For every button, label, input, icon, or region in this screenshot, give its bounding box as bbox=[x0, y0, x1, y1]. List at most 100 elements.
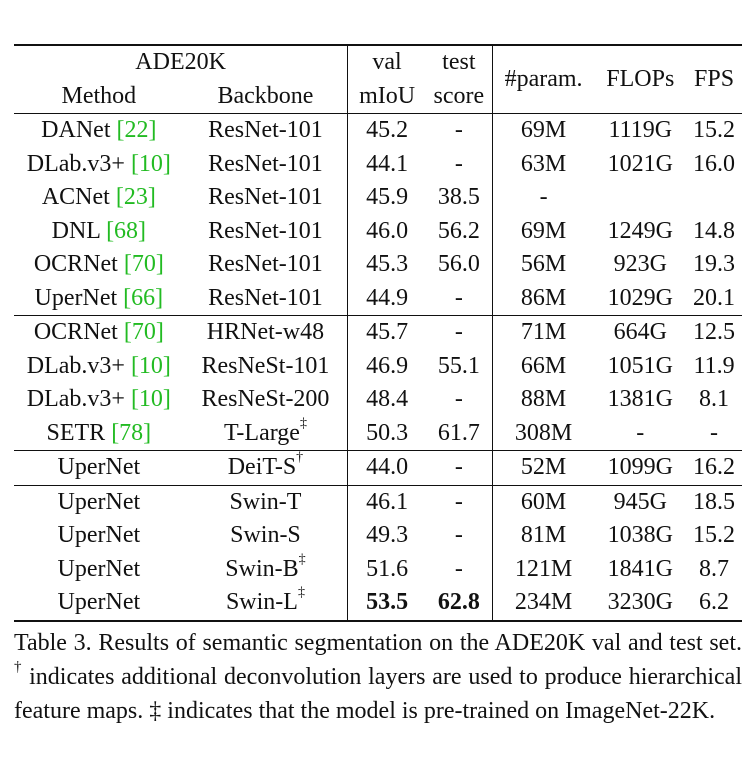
dataset-header: ADE20K bbox=[14, 44, 348, 80]
val-miou-cell: 49.3 bbox=[347, 519, 426, 553]
citation-link[interactable]: [23] bbox=[115, 184, 156, 210]
table-row: UperNet [66] ResNet-101 44.9 - 86M 1029G 20.1 bbox=[14, 281, 742, 316]
method-cell: ACNet [23] bbox=[14, 181, 184, 215]
method-name: UperNet bbox=[57, 488, 141, 515]
val-miou-cell: 45.9 bbox=[347, 181, 426, 215]
footnote-mark: ‡ bbox=[299, 415, 307, 431]
table-row: DNL [68] ResNet-101 46.0 56.2 69M 1249G 14.8 bbox=[14, 214, 742, 249]
test-score-cell: - bbox=[454, 386, 463, 412]
val-header-top: val bbox=[347, 44, 426, 80]
backbone-header: Backbone bbox=[217, 82, 314, 109]
backbone-name: ResNeSt-200 bbox=[201, 386, 330, 412]
backbone-cell: ResNet-101 bbox=[184, 215, 348, 249]
backbone-cell: ResNet-101 bbox=[184, 148, 348, 182]
params-cell: 66M bbox=[491, 349, 595, 383]
method-cell: UperNet bbox=[14, 450, 184, 485]
fps-cell: 15.2 bbox=[693, 522, 736, 548]
table-row: ACNet [23] ResNet-101 45.9 38.5- bbox=[14, 181, 742, 215]
backbone-name: ResNet-101 bbox=[208, 217, 323, 244]
val-miou-cell: 44.9 bbox=[347, 281, 426, 316]
fps-cell: 16.0 bbox=[693, 150, 736, 177]
params-cell: 71M bbox=[491, 315, 595, 350]
flops-cell: 1249G bbox=[607, 217, 673, 244]
citation-link[interactable]: [10] bbox=[130, 150, 171, 177]
backbone-cell: ResNet-101 bbox=[184, 282, 348, 316]
method-name: DANet bbox=[41, 117, 117, 143]
val-miou-cell: 46.1 bbox=[347, 484, 426, 519]
flops-cell: 1038G bbox=[607, 522, 673, 548]
test-score-cell: 62.8 bbox=[425, 586, 493, 622]
fps-header: FPS bbox=[686, 44, 742, 114]
backbone-cell: ResNeSt-101 bbox=[184, 350, 348, 384]
params-cell: 69M bbox=[491, 214, 595, 248]
citation-link[interactable]: [68] bbox=[106, 217, 147, 244]
backbone-name: ResNeSt-101 bbox=[201, 352, 330, 379]
backbone-name: ResNet-101 bbox=[208, 117, 323, 143]
flops-cell: 1029G bbox=[607, 284, 673, 311]
table-row: UperNet Swin-T 46.1-60M 945G 18.5 bbox=[14, 484, 742, 519]
fps-cell bbox=[686, 181, 742, 215]
backbone-name: Swin-L bbox=[225, 589, 298, 615]
citation-link[interactable]: [70] bbox=[123, 319, 164, 345]
test-score-cell: - bbox=[454, 150, 463, 177]
method-name: UperNet bbox=[57, 589, 141, 615]
header-row-1: ADE20K val test #param. FLOPs FPS bbox=[14, 44, 742, 114]
method-cell: DLab.v3+ [10] bbox=[14, 148, 184, 182]
footnote-mark: † bbox=[296, 450, 304, 465]
backbone-cell: Swin-T bbox=[183, 484, 348, 519]
citation-link[interactable]: [70] bbox=[123, 251, 164, 277]
table-body: DANet [22] ResNet-101 45.2-69M 1119G 15.2 DLa… bbox=[14, 113, 742, 622]
method-name: DLab.v3+ bbox=[26, 352, 131, 379]
table-row: DANet [22] ResNet-101 45.2-69M 1119G 15.2 bbox=[14, 113, 742, 148]
params-cell: 121M bbox=[491, 552, 595, 586]
fps-cell: 6.2 bbox=[686, 586, 742, 622]
test-score-cell: - bbox=[425, 484, 493, 519]
backbone-name: Swin-S bbox=[230, 522, 301, 548]
results-table-container: ADE20K val test #param. FLOPs FPS Method… bbox=[14, 44, 742, 622]
backbone-name: ResNet-101 bbox=[208, 184, 323, 210]
flops-cell: 1381G bbox=[607, 386, 673, 412]
fps-cell: 18.5 bbox=[686, 484, 742, 519]
test-score-cell: - bbox=[425, 450, 493, 485]
caption-part1: Table 3. Results of semantic segmentatio… bbox=[14, 630, 742, 656]
flops-cell: 1119G bbox=[594, 113, 687, 148]
citation-link[interactable]: [10] bbox=[130, 352, 171, 379]
fps-cell: 8.1 bbox=[699, 386, 730, 412]
test-score-cell: 56.2 bbox=[437, 217, 480, 244]
val-miou-cell: 51.6 bbox=[347, 552, 426, 586]
params-cell: 52M bbox=[491, 450, 595, 485]
method-name: UperNet bbox=[57, 454, 141, 480]
backbone-cell: Swin-L‡ bbox=[183, 585, 348, 622]
footnote-mark: ‡ bbox=[297, 585, 305, 600]
method-cell: UperNet bbox=[14, 553, 184, 587]
table-row: OCRNet [70] HRNet-w48 45.7-71M 664G 12.5 bbox=[14, 315, 742, 350]
backbone-name: ResNet-101 bbox=[208, 150, 323, 177]
caption-dagger: † bbox=[14, 659, 23, 675]
citation-link[interactable]: [22] bbox=[116, 117, 157, 143]
method-cell: OCRNet [70] bbox=[14, 248, 184, 282]
method-cell: OCRNet [70] bbox=[14, 315, 184, 350]
results-table: ADE20K val test #param. FLOPs FPS Method… bbox=[14, 44, 742, 622]
val-miou-cell: 45.3 bbox=[347, 248, 426, 282]
backbone-name: Swin-B bbox=[225, 555, 299, 582]
table-row: DLab.v3+ [10] ResNet-101 44.1 - 63M 1021G 16.0 bbox=[14, 147, 742, 182]
fps-cell: 16.2 bbox=[686, 450, 742, 485]
test-score-cell: 61.7 bbox=[437, 419, 480, 446]
params-cell: 308M bbox=[491, 416, 595, 451]
table-row: UperNet Swin-B‡ 51.6-121M 1841G 8.7 bbox=[14, 552, 742, 587]
backbone-cell: HRNet-w48 bbox=[183, 315, 348, 350]
flops-cell: 664G bbox=[594, 315, 687, 350]
table-row: OCRNet [70] ResNet-101 45.3 56.0 56M 923G 19.3 bbox=[14, 248, 742, 282]
flops-cell: 1841G bbox=[607, 555, 673, 582]
header-row-2: Method Backbone mIoU score bbox=[14, 79, 742, 114]
backbone-cell: T-Large‡ bbox=[184, 415, 348, 451]
test-score-cell: - bbox=[454, 522, 463, 548]
test-score-cell: - bbox=[454, 555, 463, 582]
fps-cell: 19.3 bbox=[693, 251, 736, 277]
params-cell: 88M bbox=[491, 383, 595, 417]
citation-link[interactable]: [10] bbox=[130, 386, 171, 412]
test-score-cell: 38.5 bbox=[437, 184, 480, 210]
citation-link[interactable]: [66] bbox=[123, 284, 164, 311]
table-row: UperNet DeiT-S† 44.0-52M 1099G 16.2 bbox=[14, 450, 742, 485]
citation-link[interactable]: [78] bbox=[111, 419, 152, 446]
